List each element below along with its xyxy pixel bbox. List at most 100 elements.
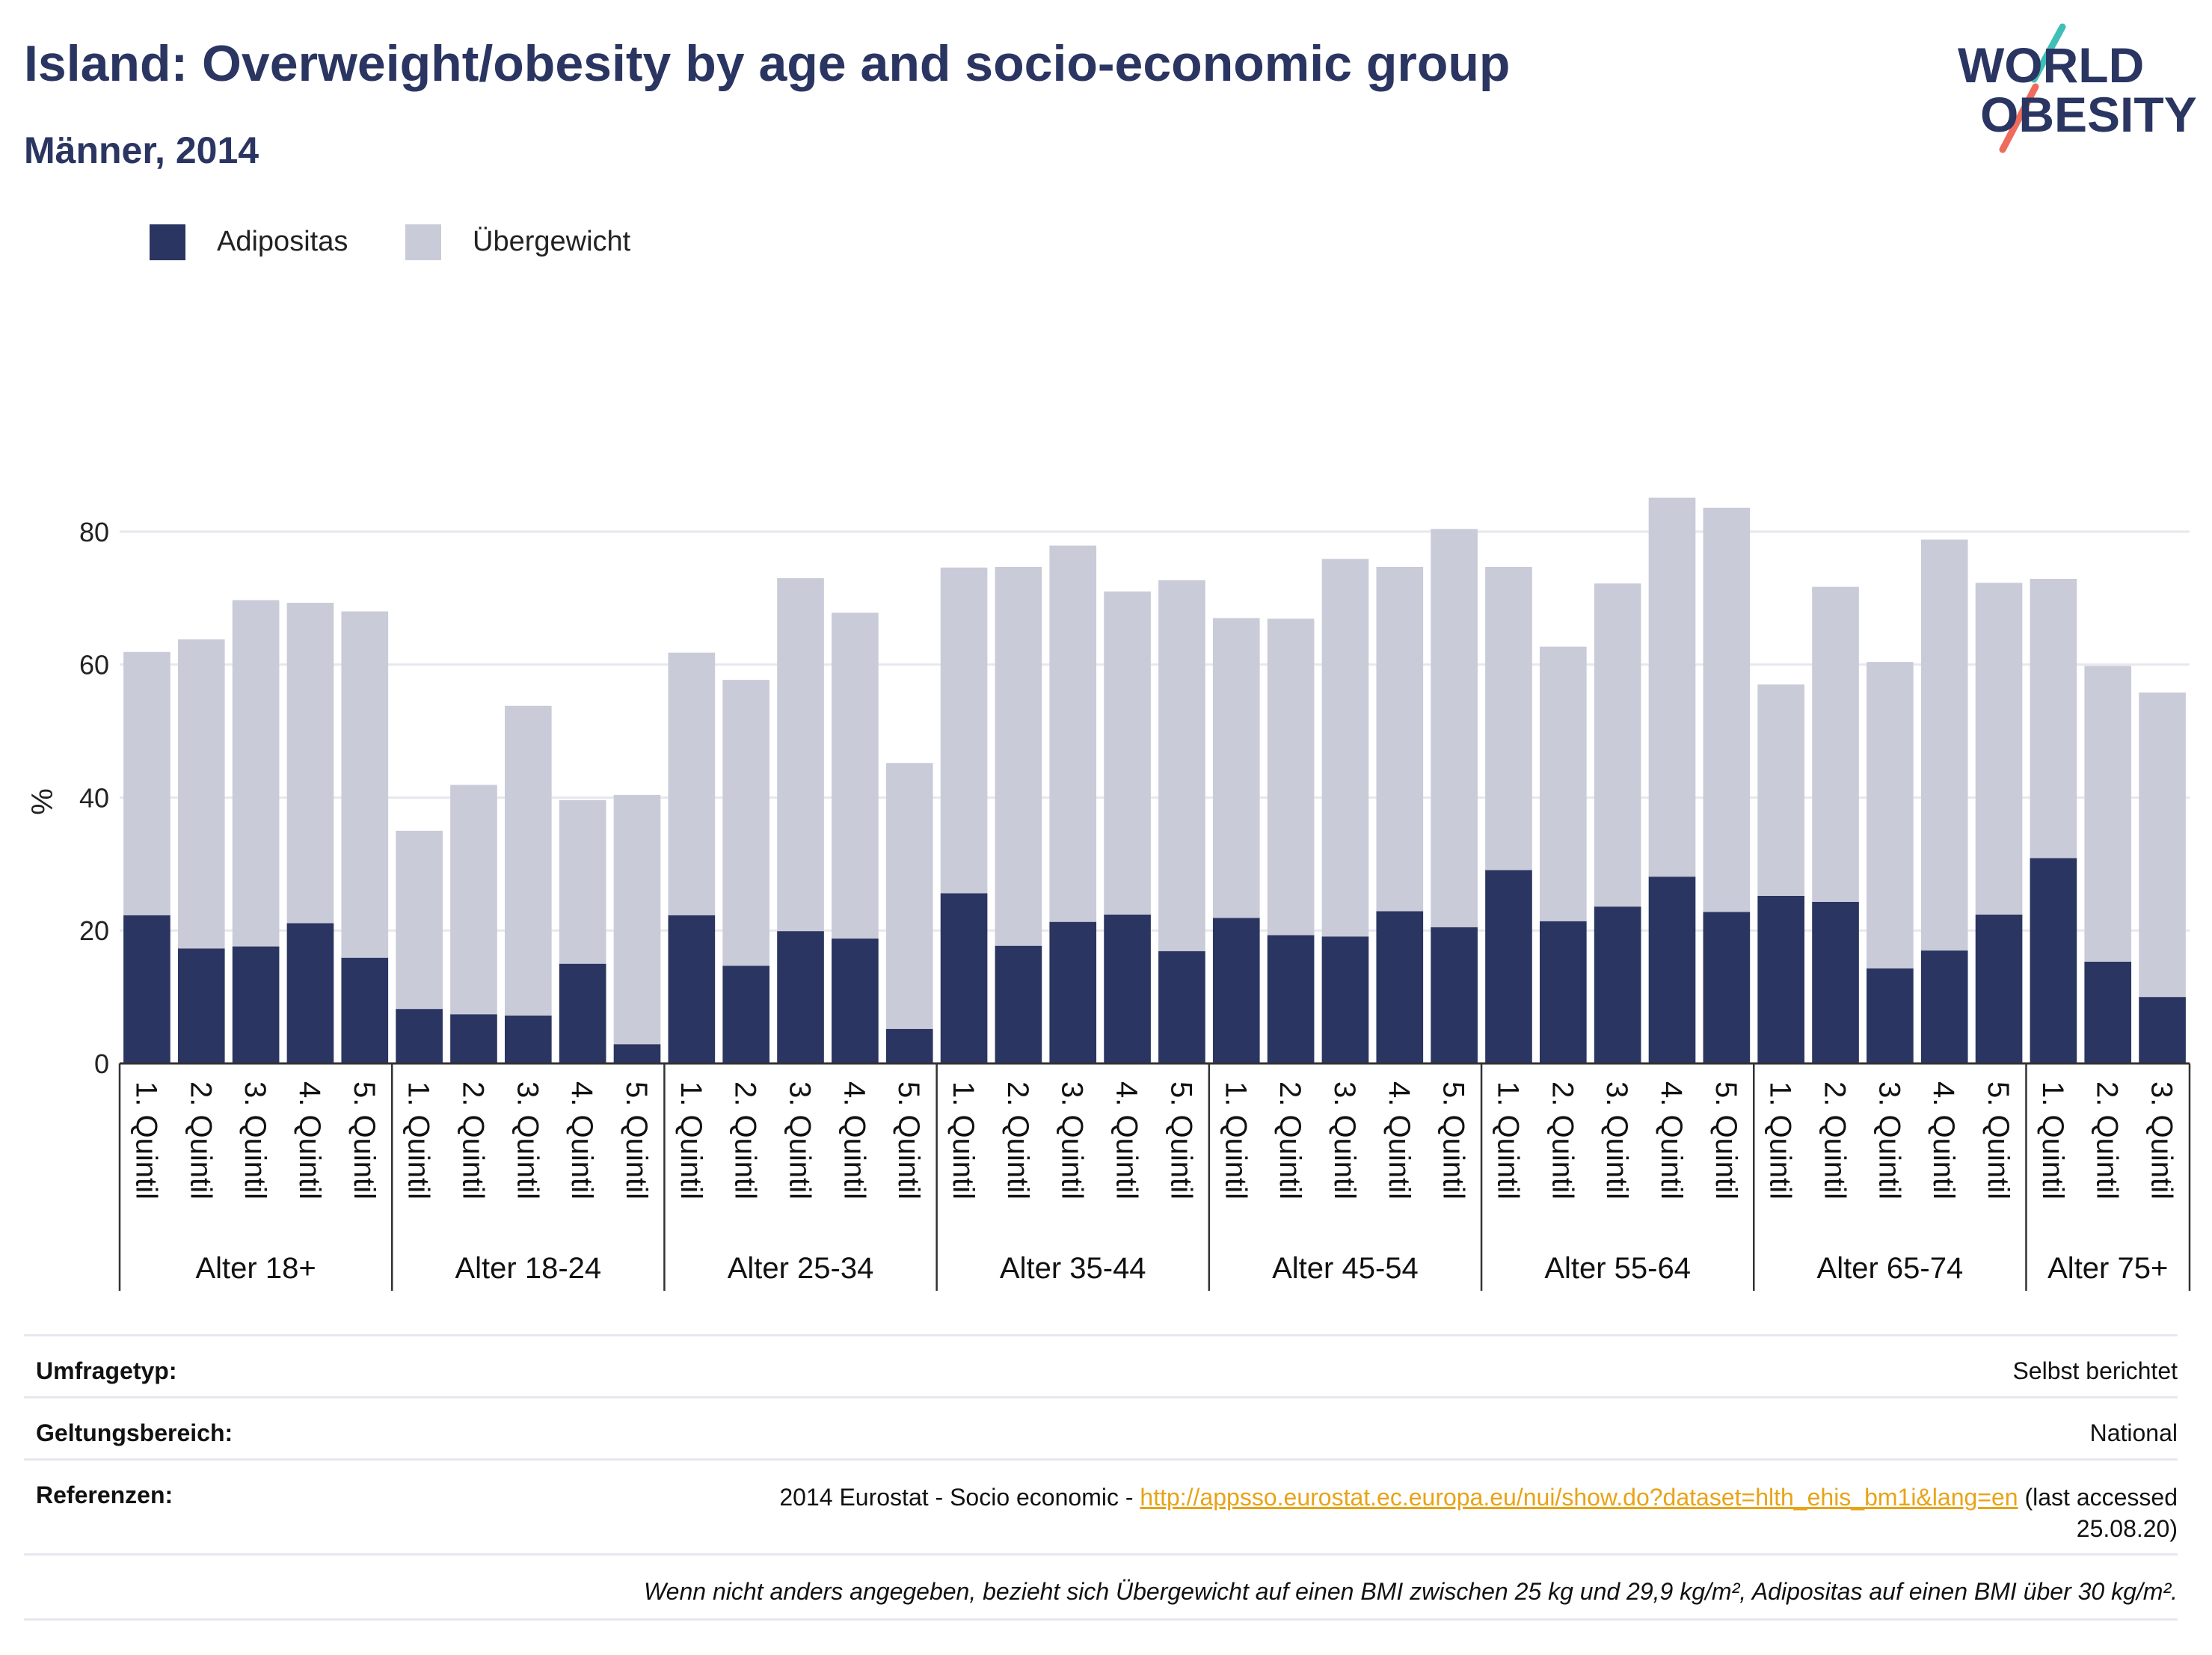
footer-row-references: Referenzen: 2014 Eurostat - Socio econom… xyxy=(24,1458,2178,1553)
bar-uebergewicht xyxy=(1539,646,1587,921)
bar-adipositas xyxy=(1812,902,1859,1063)
bar-adipositas xyxy=(1485,870,1532,1063)
bar-uebergewicht xyxy=(1812,586,1859,902)
x-tick-label: 5. Quintil xyxy=(1164,1081,1197,1200)
bar-uebergewicht xyxy=(995,567,1042,946)
bar-adipositas xyxy=(1158,951,1205,1063)
scope-label: Geltungsbereich: xyxy=(36,1419,233,1446)
bar-adipositas xyxy=(1321,936,1369,1063)
group-label: Alter 45-54 xyxy=(1272,1252,1419,1285)
x-tick-label: 5. Quintil xyxy=(1709,1081,1742,1200)
bar-uebergewicht xyxy=(1485,567,1532,871)
survey-type-value: Selbst berichtet xyxy=(2012,1357,2178,1384)
bar-adipositas xyxy=(1757,896,1805,1063)
bar-uebergewicht xyxy=(1104,591,1151,915)
bar-uebergewicht xyxy=(2030,579,2077,859)
bar-uebergewicht xyxy=(1158,580,1205,951)
x-tick-label: 1. Quintil xyxy=(129,1081,162,1200)
x-tick-label: 2. Quintil xyxy=(1274,1081,1306,1200)
references-link[interactable]: http://appsso.eurostat.ec.europa.eu/nui/… xyxy=(1140,1484,2018,1511)
bar-uebergewicht xyxy=(1431,529,1478,927)
bar-uebergewicht xyxy=(396,830,443,1010)
legend-label-adipositas: Adipositas xyxy=(217,226,348,257)
x-tick-label: 4. Quintil xyxy=(565,1081,598,1200)
legend-label-uebergewicht: Übergewicht xyxy=(473,226,631,257)
logo-line2: OBESITY xyxy=(1980,87,2197,142)
bar-adipositas xyxy=(2084,962,2132,1063)
bar-uebergewicht xyxy=(1049,545,1097,922)
bar-adipositas xyxy=(1703,912,1751,1063)
x-tick-label: 3. Quintil xyxy=(1600,1081,1633,1200)
bar-adipositas xyxy=(940,893,988,1063)
x-tick-label: 1. Quintil xyxy=(1764,1081,1797,1200)
x-tick-label: 5. Quintil xyxy=(620,1081,653,1200)
bar-adipositas xyxy=(1975,914,2023,1063)
bar-uebergewicht xyxy=(1267,618,1315,936)
bar-uebergewicht xyxy=(1376,567,1424,912)
x-tick-label: 1. Quintil xyxy=(1219,1081,1252,1200)
bar-adipositas xyxy=(1104,914,1151,1063)
bar-uebergewicht xyxy=(1648,497,1696,877)
bar-adipositas xyxy=(232,946,280,1063)
references-line-2: 25.08.20) xyxy=(2076,1515,2178,1542)
y-tick-label: 40 xyxy=(79,782,109,813)
x-tick-label: 2. Quintil xyxy=(1819,1081,1852,1200)
bar-adipositas xyxy=(450,1014,497,1063)
bar-uebergewicht xyxy=(2139,693,2186,998)
bar-adipositas xyxy=(1212,918,1260,1063)
bar-adipositas xyxy=(722,965,770,1063)
world-obesity-logo: WORLD OBESITY xyxy=(1958,23,2197,153)
x-tick-label: 2. Quintil xyxy=(184,1081,217,1200)
bar-adipositas xyxy=(1049,921,1097,1063)
bar-uebergewicht xyxy=(613,794,661,1045)
bar-adipositas xyxy=(1594,906,1641,1063)
bar-adipositas xyxy=(1267,935,1315,1063)
references-suffix: (last accessed xyxy=(2018,1484,2178,1511)
legend-swatch-adipositas xyxy=(150,224,185,260)
bar-adipositas xyxy=(1539,921,1587,1063)
bar-uebergewicht xyxy=(1321,559,1369,937)
survey-type-label: Umfragetyp: xyxy=(36,1357,177,1384)
x-tick-label: 5. Quintil xyxy=(892,1081,925,1200)
x-tick-label: 1. Quintil xyxy=(1491,1081,1524,1200)
x-tick-label: 4. Quintil xyxy=(293,1081,326,1200)
x-tick-label: 3. Quintil xyxy=(1872,1081,1905,1200)
group-label: Alter 18-24 xyxy=(455,1252,601,1285)
bar-adipositas xyxy=(668,915,716,1063)
references-line-1: 2014 Eurostat - Socio economic - http://… xyxy=(779,1481,2178,1513)
x-tick-label: 4. Quintil xyxy=(1927,1081,1960,1200)
x-tick-label: 4. Quintil xyxy=(1110,1081,1143,1200)
bar-adipositas xyxy=(777,931,824,1063)
x-tick-label: 5. Quintil xyxy=(348,1081,381,1200)
bar-adipositas xyxy=(832,938,879,1063)
bar-adipositas xyxy=(177,948,225,1063)
group-label: Alter 55-64 xyxy=(1544,1252,1691,1285)
bar-uebergewicht xyxy=(450,784,497,1015)
y-tick-label: 20 xyxy=(79,915,109,946)
bar-uebergewicht xyxy=(177,639,225,949)
x-tick-label: 1. Quintil xyxy=(402,1081,435,1200)
bar-uebergewicht xyxy=(286,603,334,924)
bar-uebergewicht xyxy=(1867,662,1914,968)
y-axis-label: % xyxy=(26,788,59,815)
bar-adipositas xyxy=(341,957,389,1063)
bar-adipositas xyxy=(885,1028,933,1063)
y-tick-label: 80 xyxy=(79,517,109,547)
bar-adipositas xyxy=(286,923,334,1063)
bar-adipositas xyxy=(2030,858,2077,1063)
bar-chart: 0 20 40 60 80% 1. Quintil 2. Quintil 3. Quintil… xyxy=(26,497,2191,1291)
x-tick-label: 2. Quintil xyxy=(1546,1081,1579,1200)
bar-uebergewicht xyxy=(504,705,552,1016)
bar-uebergewicht xyxy=(1703,507,1751,912)
references-value: 2014 Eurostat - Socio economic - http://… xyxy=(779,1481,2178,1544)
bar-adipositas xyxy=(1376,911,1424,1063)
bar-uebergewicht xyxy=(341,611,389,958)
x-tick-label: 5. Quintil xyxy=(1982,1081,2015,1200)
bar-uebergewicht xyxy=(1212,618,1260,918)
bar-uebergewicht xyxy=(2084,666,2132,962)
y-tick-label: 0 xyxy=(94,1048,109,1079)
x-tick-label: 4. Quintil xyxy=(1655,1081,1688,1200)
scope-value: National xyxy=(2089,1419,2178,1446)
x-tick-label: 3. Quintil xyxy=(784,1081,817,1200)
bar-adipositas xyxy=(2139,997,2186,1063)
